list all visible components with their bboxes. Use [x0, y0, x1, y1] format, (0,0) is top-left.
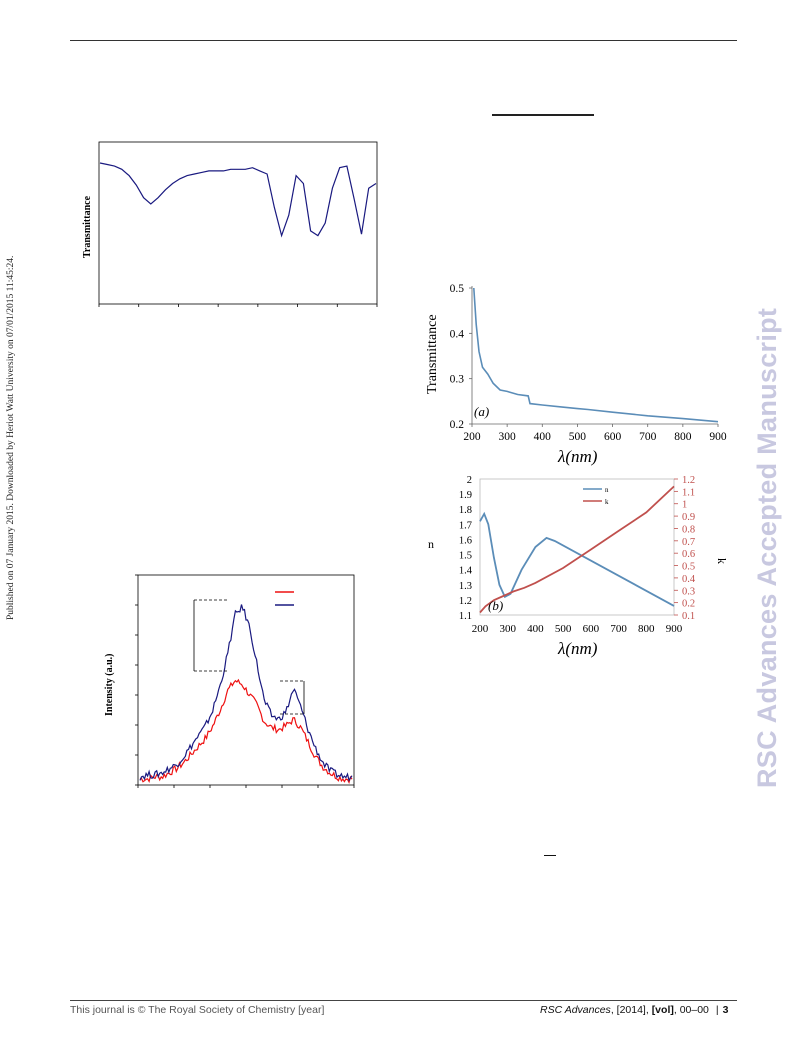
- footer-copyright: This journal is © The Royal Society of C…: [70, 1004, 325, 1016]
- nk-chart: 200 300 400 500 600 700 800 900 1.11.21.31.41.5…: [428, 475, 729, 658]
- intensity-chart: Intensity (a.u.): [104, 574, 355, 788]
- uv-ylabel: Transmittance: [425, 314, 440, 394]
- nk-x-tick-label: 400: [527, 623, 544, 635]
- fraction-dash: [544, 855, 556, 857]
- ir-ylabel: Transmittance: [82, 195, 93, 258]
- nk-y-tick-label-right: 1: [682, 500, 687, 511]
- uv-x-tick-label: 700: [639, 431, 657, 443]
- intensity-red-series: [139, 678, 353, 785]
- accepted-manuscript-watermark: RSC Advances Accepted Manuscript: [752, 307, 782, 788]
- uv-y-tick-label: 0.4: [450, 328, 465, 340]
- uv-series-line: [473, 287, 719, 423]
- nk-x-tick-label: 800: [638, 623, 655, 635]
- nk-plot-frame: [479, 478, 675, 616]
- footer-rule: [70, 1000, 737, 1001]
- column-rule: [492, 114, 594, 116]
- nk-xlabel: λ(nm): [557, 639, 598, 658]
- intensity-navy-series: [139, 604, 353, 782]
- ir-transmittance-chart: Transmittance: [82, 141, 378, 307]
- nk-y-tick-label-left: 1.6: [459, 535, 472, 546]
- nk-y-tick-label-left: 1.1: [459, 611, 472, 622]
- uv-x-tick-label: 600: [604, 431, 622, 443]
- nk-y-tick-label-left: 1.5: [459, 551, 472, 562]
- nk-y-tick-label-right: 1.2: [682, 475, 695, 486]
- nk-k-series-line: [479, 485, 675, 614]
- footer-journal: RSC Advances: [540, 1004, 611, 1016]
- nk-n-series-line: [479, 511, 675, 607]
- uv-x-tick-label: 900: [709, 431, 727, 443]
- nk-ylabel-right: k: [715, 558, 729, 564]
- uv-y-tick-label: 0.5: [450, 283, 465, 295]
- published-note: Published on 07 January 2015. Downloaded…: [6, 255, 16, 620]
- uv-x-tick-label: 400: [534, 431, 552, 443]
- nk-y-tick-label-right: 0.1: [682, 611, 695, 622]
- nk-x-tick-label: 600: [583, 623, 600, 635]
- nk-y-tick-label-left: 1.3: [459, 581, 472, 592]
- uv-x-tick-label: 200: [463, 431, 481, 443]
- nk-y-tick-label-right: 0.6: [682, 549, 695, 560]
- nk-y-tick-label-left: 1.7: [459, 520, 472, 531]
- header-rule: [70, 40, 737, 41]
- nk-y-tick-label-right: 0.9: [682, 512, 695, 523]
- footer-pages: , 00–00: [673, 1004, 709, 1016]
- nk-y-tick-label-right: 0.5: [682, 562, 695, 573]
- nk-y-tick-label-left: 2: [467, 475, 472, 486]
- nk-x-tick-label: 900: [666, 623, 683, 635]
- intensity-ylabel: Intensity (a.u.): [104, 653, 115, 716]
- uv-y-tick-label: 0.2: [450, 419, 465, 431]
- nk-legend-label-n: n: [605, 486, 609, 494]
- nk-x-tick-label: 700: [610, 623, 627, 635]
- ir-series-line: [99, 162, 377, 238]
- uv-y-tick-label: 0.3: [450, 374, 465, 386]
- intensity-diff-annotation-main: [193, 599, 229, 672]
- nk-y-tick-label-right: 0.8: [682, 524, 695, 535]
- uv-panel-label: (a): [474, 404, 489, 419]
- footer-vol: [vol]: [651, 1004, 674, 1016]
- nk-y-tick-label-right: 0.3: [682, 586, 695, 597]
- footer-citation: RSC Advances, [2014], [vol], 00–00 | 3: [540, 1004, 728, 1016]
- nk-y-tick-label-right: 0.4: [682, 574, 696, 585]
- nk-ylabel-left: n: [428, 537, 434, 551]
- nk-y-tick-label-left: 1.8: [459, 505, 472, 516]
- footer-page-number: 3: [722, 1004, 729, 1016]
- footer-separator: |: [715, 1004, 719, 1016]
- nk-panel-label: (b): [488, 598, 503, 613]
- nk-y-tick-label-left: 1.9: [459, 490, 472, 501]
- intensity-diff-annotation-second: [280, 680, 305, 715]
- uv-xlabel: λ(nm): [557, 447, 598, 466]
- uv-transmittance-chart: 200 300 400 500 600 700 800 900 0.2 0.3 0.4 0.5 (a…: [425, 283, 727, 466]
- nk-y-tick-label-right: 1.1: [682, 487, 695, 498]
- uv-x-tick-label: 500: [569, 431, 587, 443]
- nk-y-tick-label-left: 1.4: [459, 566, 473, 577]
- intensity-plot-frame: [137, 574, 355, 786]
- uv-x-tick-label: 300: [499, 431, 517, 443]
- footer-year: , [2014],: [610, 1004, 652, 1016]
- nk-y-tick-label-right: 0.7: [682, 537, 695, 548]
- nk-y-tick-label-left: 1.2: [459, 596, 472, 607]
- nk-x-tick-label: 300: [499, 623, 516, 635]
- nk-x-tick-label: 500: [555, 623, 572, 635]
- nk-x-tick-label: 200: [472, 623, 489, 635]
- uv-x-tick-label: 800: [674, 431, 692, 443]
- ir-plot-frame: [98, 141, 378, 305]
- nk-legend-label-k: k: [605, 498, 609, 506]
- nk-y-tick-label-right: 0.2: [682, 599, 695, 610]
